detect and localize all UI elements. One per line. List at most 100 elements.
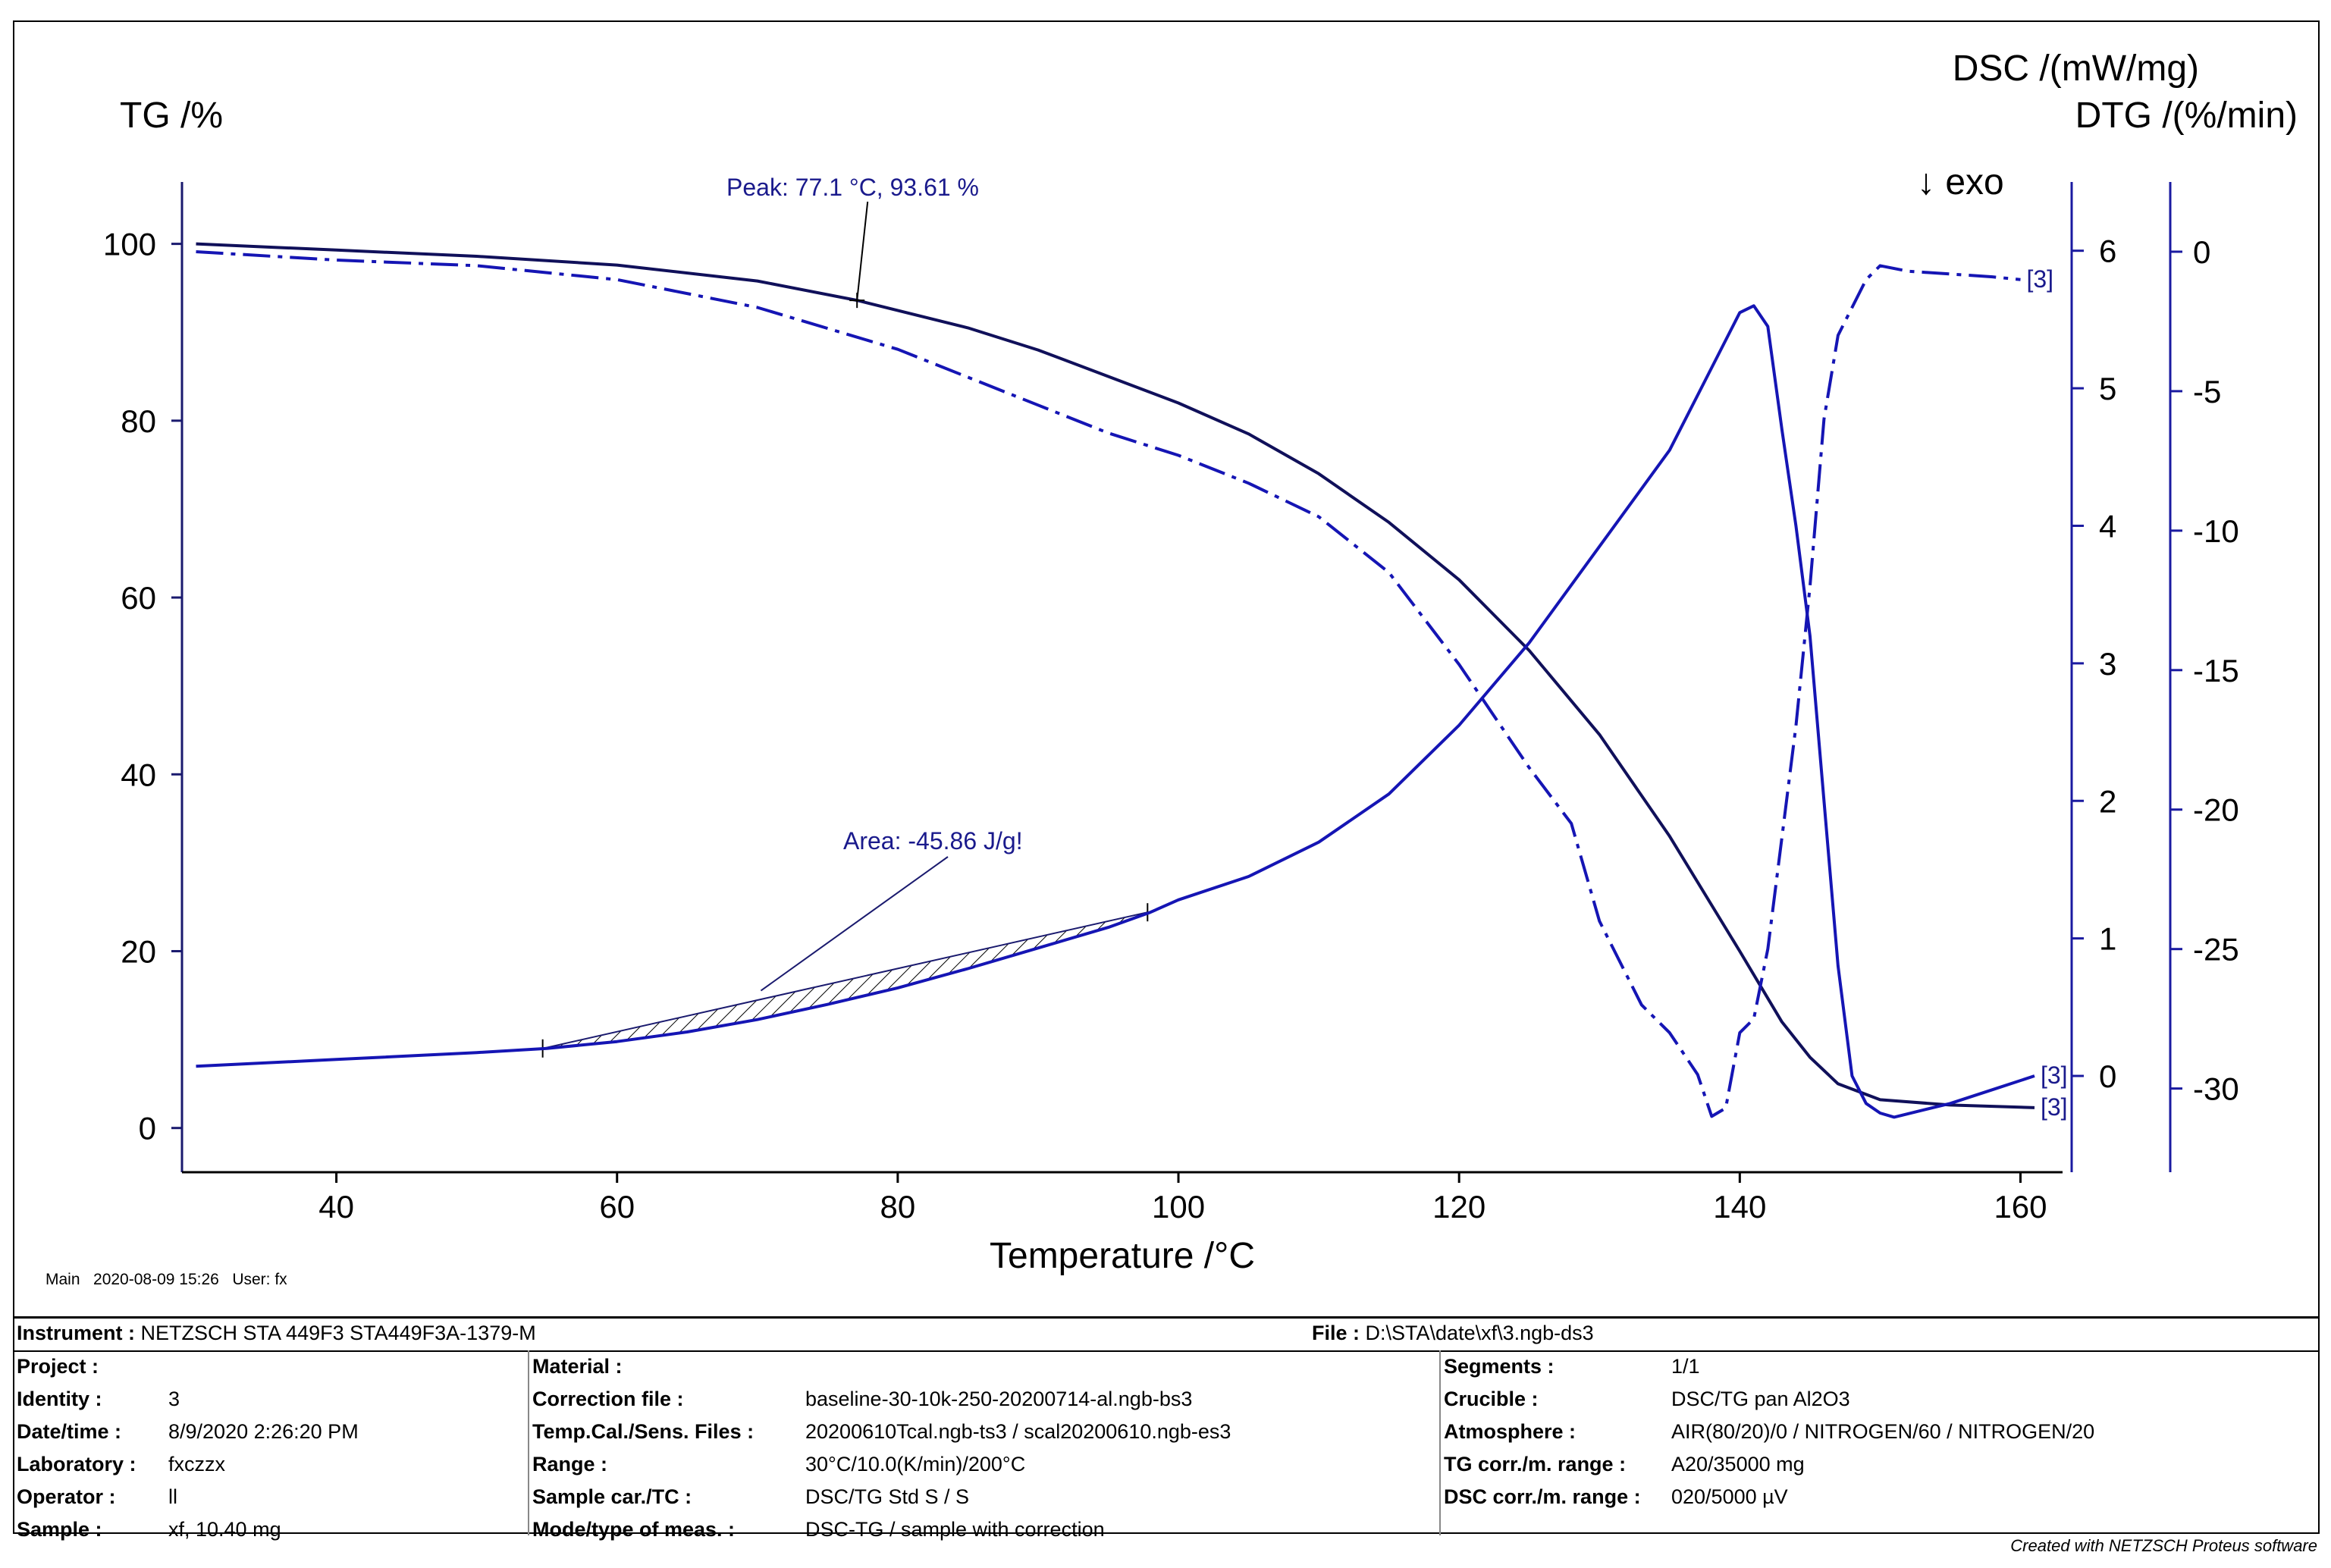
instrument-row: Instrument : NETZSCH STA 449F3 STA449F3A…	[17, 1322, 536, 1345]
info-label: Sample :	[17, 1518, 102, 1541]
instrument-value: NETZSCH STA 449F3 STA449F3A-1379-M	[140, 1322, 536, 1344]
tg-axis-title: TG /%	[120, 96, 223, 136]
tg-tick-label: 40	[121, 757, 156, 792]
area-fill	[541, 903, 1149, 1058]
info-table: Instrument : NETZSCH STA 449F3 STA449F3A…	[14, 1316, 2319, 1541]
tg-tick-label: 80	[121, 403, 156, 439]
info-value: 20200610Tcal.ngb-ts3 / scal20200610.ngb-…	[805, 1420, 1231, 1443]
info-label: Correction file :	[532, 1388, 684, 1410]
dsc-tick-label: 4	[2099, 508, 2116, 544]
tg-tick-label: 100	[103, 227, 156, 262]
area-hatch	[542, 911, 1148, 1049]
dsc-tick-label: 3	[2099, 646, 2116, 682]
series-dsc-end-label: [3]	[2041, 1062, 2068, 1089]
file-label: File :	[1312, 1322, 1360, 1344]
info-label: Temp.Cal./Sens. Files :	[532, 1420, 755, 1443]
series-dtg-end-label: [3]	[2026, 265, 2053, 293]
info-label: Crucible :	[1444, 1388, 1539, 1410]
info-value: 1/1	[1671, 1355, 1700, 1378]
peak-leader	[856, 201, 869, 301]
info-row: Identity : 3	[17, 1388, 180, 1411]
annotations: Peak: 77.1 °C, 93.61 % Area: -45.86 J/g!	[726, 174, 1023, 992]
info-label: TG corr./m. range :	[1444, 1453, 1627, 1475]
area-leader	[760, 856, 949, 992]
area-annotation: Area: -45.86 J/g!	[843, 827, 1023, 855]
dtg-tick-label: 0	[2193, 234, 2210, 270]
info-row: Temp.Cal./Sens. Files : 20200610Tcal.ngb-…	[532, 1420, 1231, 1444]
dtg-tick-label: -20	[2193, 792, 2239, 828]
info-value: 3	[168, 1388, 180, 1410]
info-value: baseline-30-10k-250-20200714-al.ngb-bs3	[805, 1388, 1193, 1410]
x-tick-label: 120	[1432, 1189, 1486, 1225]
info-label: Segments :	[1444, 1355, 1555, 1378]
main-header-line: Main 2020-08-09 15:26 User: fx	[45, 1271, 287, 1288]
info-row: Crucible : DSC/TG pan Al2O3	[1444, 1388, 1850, 1411]
tg-tick-label: 60	[121, 580, 156, 616]
dtg-tick-label: -10	[2193, 513, 2239, 549]
info-label: Mode/type of meas. :	[532, 1518, 736, 1541]
info-label: Sample car./TC :	[532, 1485, 692, 1508]
info-row: Correction file : baseline-30-10k-250-202…	[532, 1388, 1192, 1411]
dtg-axis-title: DTG /(%/min)	[2075, 96, 2298, 136]
dtg-tick-label: -15	[2193, 653, 2239, 688]
info-value: AIR(80/20)/0 / NITROGEN/60 / NITROGEN/20	[1671, 1420, 2095, 1443]
x-tick-label: 160	[1994, 1189, 2047, 1225]
curves: [3] [3] [3]	[196, 242, 2068, 1121]
col-divider-2	[1439, 1350, 1441, 1535]
info-value: ll	[168, 1485, 177, 1508]
series-dsc-line	[196, 304, 2035, 1119]
info-label: Date/time :	[17, 1420, 122, 1443]
x-tick-label: 40	[318, 1189, 354, 1225]
dtg-tick-label: -30	[2193, 1071, 2239, 1107]
x-tick-label: 100	[1152, 1189, 1205, 1225]
series-tg-end-label: [3]	[2041, 1093, 2068, 1121]
info-value: DSC/TG pan Al2O3	[1671, 1388, 1850, 1410]
info-label: Atmosphere :	[1444, 1420, 1576, 1443]
info-row: Project :	[17, 1355, 168, 1378]
dtg-tick-label: -5	[2193, 374, 2221, 409]
info-divider	[14, 1350, 2319, 1352]
info-row: Range : 30°C/10.0(K/min)/200°C	[532, 1453, 1025, 1476]
info-row: Sample car./TC : DSC/TG Std S / S	[532, 1485, 969, 1509]
info-row: DSC corr./m. range : 020/5000 µV	[1444, 1485, 1788, 1509]
series-tg-line	[196, 242, 2035, 1109]
tg-tick-label: 20	[121, 933, 156, 969]
info-label: Identity :	[17, 1388, 102, 1410]
info-row: Material :	[532, 1355, 805, 1378]
exo-label: ↓ exo	[1917, 162, 2004, 202]
footer-credit: Created with NETZSCH Proteus software	[2010, 1536, 2317, 1555]
dsc-tick-label: 6	[2099, 234, 2116, 269]
x-axis-title: Temperature /°C	[990, 1236, 1255, 1276]
info-value: 020/5000 µV	[1671, 1485, 1788, 1508]
info-row: Mode/type of meas. : DSC-TG / sample with…	[532, 1518, 1105, 1541]
tg-tick-label: 0	[139, 1111, 156, 1146]
info-row: Laboratory : fxczzx	[17, 1453, 225, 1476]
series-dtg-line	[196, 250, 2021, 1118]
info-row: TG corr./m. range : A20/35000 mg	[1444, 1453, 1805, 1476]
info-label: Material :	[532, 1355, 623, 1378]
dsc-tick-label: 2	[2099, 783, 2116, 819]
info-label: Operator :	[17, 1485, 116, 1508]
peak-annotation: Peak: 77.1 °C, 93.61 %	[726, 174, 979, 201]
info-value: fxczzx	[168, 1453, 226, 1475]
dsc-tick-label: 0	[2099, 1058, 2116, 1094]
info-label: Laboratory :	[17, 1453, 136, 1475]
info-value: DSC-TG / sample with correction	[805, 1518, 1105, 1541]
info-row: Operator : ll	[17, 1485, 177, 1509]
x-tick-label: 60	[599, 1189, 635, 1225]
col-divider-1	[528, 1350, 529, 1535]
dsc-tick-label: 5	[2099, 371, 2116, 406]
file-row: File : D:\STA\date\xf\3.ngb-ds3	[1312, 1322, 1594, 1345]
x-tick-label: 80	[880, 1189, 916, 1225]
dsc-tick-label: 1	[2099, 921, 2116, 957]
instrument-label: Instrument :	[17, 1322, 136, 1344]
info-row: Date/time : 8/9/2020 2:26:20 PM	[17, 1420, 359, 1444]
info-label: Range :	[532, 1453, 608, 1475]
info-row: Atmosphere : AIR(80/20)/0 / NITROGEN/60 /…	[1444, 1420, 2094, 1444]
dsc-axis-title: DSC /(mW/mg)	[1953, 49, 2199, 89]
x-tick-label: 140	[1713, 1189, 1766, 1225]
info-value: xf, 10.40 mg	[168, 1518, 281, 1541]
info-label: DSC corr./m. range :	[1444, 1485, 1641, 1508]
info-value: DSC/TG Std S / S	[805, 1485, 970, 1508]
